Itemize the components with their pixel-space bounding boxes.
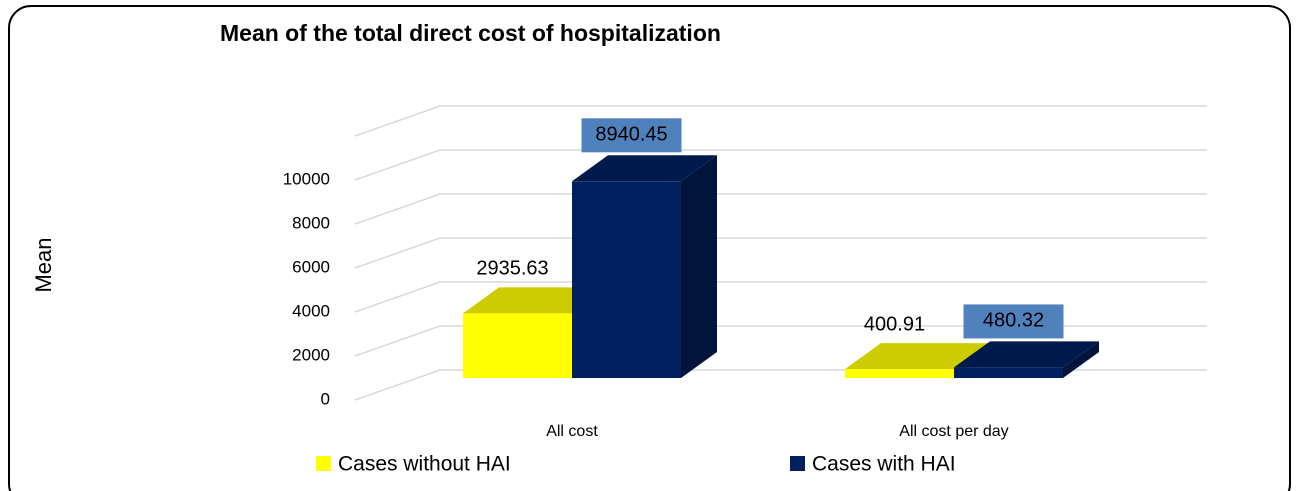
data-label-box <box>963 304 1064 339</box>
y-tick-label: 6000 <box>292 257 330 276</box>
grid-line <box>354 149 1207 181</box>
grid-line <box>354 281 1207 313</box>
data-label-box <box>581 118 682 153</box>
legend-swatch <box>790 456 805 471</box>
bar-top <box>463 287 608 314</box>
y-tick-label: 0 <box>321 389 330 408</box>
bar-front <box>954 367 1063 378</box>
y-tick-label: 4000 <box>292 301 330 320</box>
bar-side <box>681 155 717 378</box>
bar-top <box>954 341 1099 368</box>
data-label: 400.91 <box>864 313 925 335</box>
bar-front <box>572 181 681 378</box>
legend-swatch <box>316 456 331 471</box>
bar-front <box>463 313 572 378</box>
data-label: 480.32 <box>983 310 1044 332</box>
y-tick-label: 2000 <box>292 345 330 364</box>
grid-line <box>354 325 1207 357</box>
data-label: 8940.45 <box>595 124 667 146</box>
legend-label: Cases without HAI <box>338 453 511 476</box>
x-tick-label: All cost per day <box>899 423 1008 440</box>
grid-line <box>354 105 1207 137</box>
bar <box>572 155 717 378</box>
bar-front <box>845 369 954 378</box>
grid-line <box>354 193 1207 225</box>
chart-title: Mean of the total direct cost of hospita… <box>220 20 721 46</box>
y-axis-label: Mean <box>31 237 56 292</box>
y-tick-label: 8000 <box>292 213 330 232</box>
y-tick-label: 10000 <box>283 169 330 188</box>
legend-label: Cases with HAI <box>812 453 956 476</box>
data-label: 2935.63 <box>476 258 548 280</box>
grid-line <box>354 237 1207 269</box>
bar-side <box>1063 341 1099 378</box>
bar-top <box>572 155 717 182</box>
x-tick-label: All cost <box>546 423 598 440</box>
bar-top <box>845 343 990 370</box>
bar <box>954 341 1099 378</box>
